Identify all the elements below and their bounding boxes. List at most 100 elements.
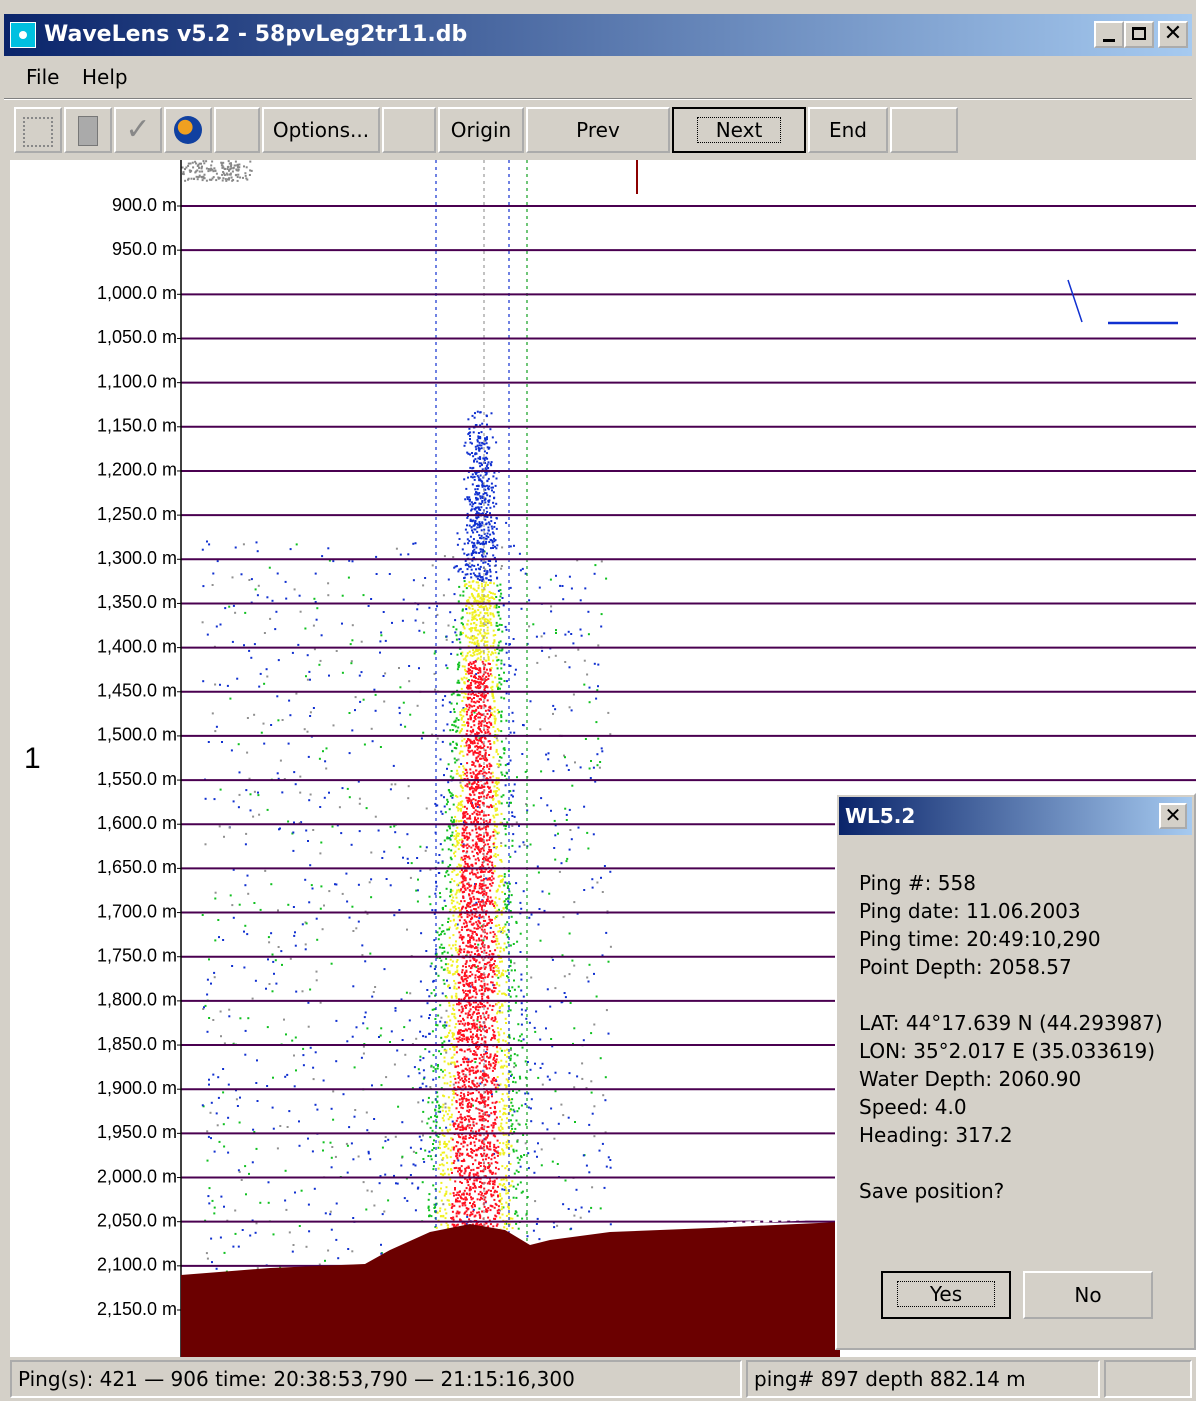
tool-icon[interactable] — [164, 107, 212, 153]
echo-dot — [475, 614, 477, 616]
echo-dot — [308, 671, 310, 673]
echo-dot — [464, 1170, 466, 1172]
echo-dot — [488, 499, 490, 501]
echo-dot — [474, 1145, 476, 1147]
echo-dot — [464, 1190, 466, 1192]
echo-dot — [467, 802, 469, 804]
echo-dot — [481, 987, 483, 989]
echo-dot — [406, 929, 408, 931]
echo-dot — [285, 1209, 287, 1211]
echo-dot — [266, 596, 268, 598]
echo-dot — [536, 1223, 538, 1225]
toolbar-button[interactable]: Origin — [438, 107, 524, 153]
echo-dot — [431, 963, 433, 965]
echo-dot — [468, 751, 470, 753]
echo-dot — [414, 1066, 416, 1068]
echo-dot — [443, 796, 445, 798]
echo-dot — [417, 705, 419, 707]
echo-dot — [484, 983, 486, 985]
echo-dot — [319, 806, 321, 808]
echo-dot — [413, 1151, 415, 1153]
echo-dot — [469, 1010, 471, 1012]
echo-dot — [349, 917, 351, 919]
echo-dot — [586, 674, 588, 676]
echo-dot — [469, 597, 471, 599]
echo-dot — [251, 170, 253, 172]
echo-dot — [382, 1213, 384, 1215]
echo-dot — [486, 494, 488, 496]
echo-dot — [380, 746, 382, 748]
echo-dot — [247, 875, 249, 877]
echo-dot — [486, 644, 488, 646]
echo-dot — [495, 1123, 497, 1125]
echo-dot — [426, 1122, 428, 1124]
echo-dot — [487, 997, 489, 999]
echo-dot — [530, 1120, 532, 1122]
echo-dot — [478, 940, 480, 942]
echo-dot — [195, 163, 197, 165]
echo-dot — [400, 554, 402, 556]
tool-icon[interactable] — [64, 107, 112, 153]
echo-dot — [491, 1130, 493, 1132]
echo-dot — [516, 1150, 518, 1152]
echo-dot — [473, 898, 475, 900]
echo-dot — [518, 1107, 520, 1109]
echo-dot — [389, 1041, 391, 1043]
echo-dot — [475, 991, 477, 993]
echo-dot — [331, 1166, 333, 1168]
echo-dot — [299, 595, 301, 597]
echo-dot — [481, 840, 483, 842]
echo-dot — [491, 1017, 493, 1019]
echo-dot — [552, 770, 554, 772]
echo-dot — [549, 1079, 551, 1081]
echo-dot — [235, 169, 237, 171]
echo-dot — [489, 950, 491, 952]
echo-dot — [368, 605, 370, 607]
echo-dot — [476, 668, 478, 670]
echo-dot — [463, 923, 465, 925]
echo-dot — [502, 878, 504, 880]
echo-dot — [399, 686, 401, 688]
echo-dot — [487, 962, 489, 964]
echo-dot — [453, 1004, 455, 1006]
toolbar-button[interactable]: Prev — [526, 107, 670, 153]
tool-icon[interactable] — [14, 107, 62, 153]
echo-dot — [569, 829, 571, 831]
maximize-button[interactable] — [1124, 21, 1154, 48]
echo-dot — [518, 1162, 520, 1164]
echo-dot — [520, 569, 522, 571]
close-button[interactable]: ✕ — [1158, 21, 1188, 48]
echo-dot — [574, 1121, 576, 1123]
toolbar-button[interactable]: Options... — [262, 107, 380, 153]
echo-dot — [247, 893, 249, 895]
echo-dot — [447, 1224, 449, 1226]
echo-dot — [504, 930, 506, 932]
echo-dot — [212, 1019, 214, 1021]
echo-dot — [347, 1172, 349, 1174]
echo-dot — [457, 965, 459, 967]
tool-icon[interactable]: ✓ — [114, 107, 162, 153]
echo-dot — [202, 549, 204, 551]
toolbar-button[interactable]: End — [808, 107, 888, 153]
echo-dot — [451, 1057, 453, 1059]
echo-dot — [470, 1169, 472, 1171]
echo-dot — [449, 1179, 451, 1181]
echo-dot — [213, 1212, 215, 1214]
menu-item[interactable]: Help — [82, 60, 128, 94]
echo-dot — [443, 774, 445, 776]
echo-dot — [235, 1233, 237, 1235]
echo-dot — [514, 1173, 516, 1175]
toolbar-button[interactable]: Next — [672, 107, 806, 153]
menu-item[interactable]: File — [26, 60, 59, 94]
echo-dot — [472, 473, 474, 475]
echo-dot — [479, 462, 481, 464]
minimize-button[interactable] — [1094, 21, 1124, 48]
echo-dot — [479, 728, 481, 730]
echo-dot — [468, 845, 470, 847]
echo-dot — [568, 1208, 570, 1210]
echo-dot — [456, 730, 458, 732]
echo-dot — [454, 1017, 456, 1019]
echo-dot — [499, 1012, 501, 1014]
echo-dot — [503, 1032, 505, 1034]
echo-dot — [340, 832, 342, 834]
